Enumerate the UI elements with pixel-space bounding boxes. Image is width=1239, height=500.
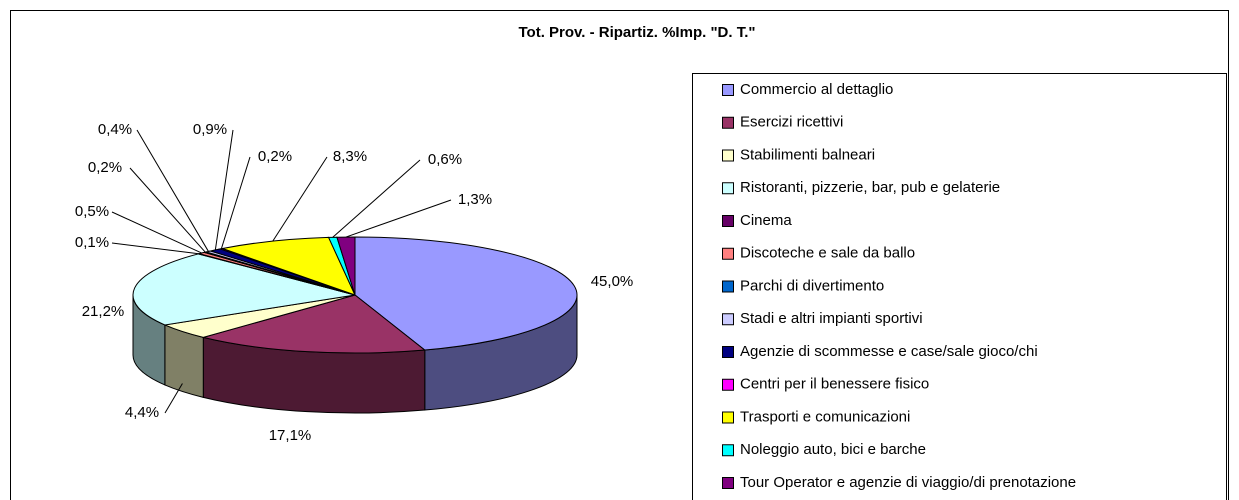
legend-swatch (722, 378, 734, 391)
legend-label: Centri per il benessere fisico (740, 376, 929, 393)
legend-swatch (722, 149, 734, 162)
data-label: 21,2% (82, 303, 125, 320)
legend-label: Commercio al dettaglio (740, 81, 893, 98)
data-label: 8,3% (333, 148, 367, 165)
slice (354, 236, 578, 351)
data-label: 0,2% (88, 159, 122, 176)
legend-swatch (722, 116, 734, 129)
legend-label: Stadi e altri impianti sportivi (740, 310, 923, 327)
legend-label: Agenzie di scommesse e case/sale gioco/c… (740, 343, 1038, 360)
legend-swatch (722, 346, 734, 358)
data-label: 0,1% (75, 234, 109, 251)
legend-label: Trasporti e comunicazioni (740, 408, 910, 425)
legend-swatch (722, 444, 734, 457)
legend-label: Discoteche e sale da ballo (740, 245, 915, 262)
leader-line (220, 156, 251, 249)
leader-line (214, 129, 234, 250)
legend-label: Stabilimenti balneari (740, 146, 875, 163)
slice (220, 236, 356, 296)
data-label: 0,9% (193, 121, 227, 138)
leader-line (111, 211, 202, 254)
leader-line (111, 242, 199, 255)
data-label: 0,5% (75, 203, 109, 220)
legend-swatch (722, 182, 734, 195)
legend-swatch (722, 280, 734, 293)
legend-swatch (722, 313, 734, 326)
slice (336, 236, 356, 296)
slice (201, 294, 427, 354)
slice (132, 253, 356, 326)
legend-swatch (722, 411, 734, 424)
data-label: 0,4% (98, 121, 132, 138)
legend-swatch (722, 477, 734, 489)
chart-title: Tot. Prov. - Ripartiz. %Imp. "D. T." (518, 24, 755, 41)
legend-label: Cinema (740, 212, 792, 229)
legend-swatch (722, 247, 734, 260)
legend-label: Tour Operator e agenzie di viaggio/di pr… (740, 474, 1076, 491)
legend-box (692, 73, 1227, 500)
legend-swatch (722, 84, 734, 96)
leader-line (272, 156, 328, 242)
data-label: 45,0% (591, 273, 634, 290)
leader-line (345, 199, 452, 238)
data-label: 17,1% (269, 427, 312, 444)
leader-line (129, 167, 206, 253)
legend-label: Noleggio auto, bici e barche (740, 441, 926, 458)
leader-line (164, 383, 183, 414)
data-label: 4,4% (125, 404, 159, 421)
legend-swatch (722, 215, 734, 227)
leader-line (136, 129, 209, 252)
legend-label: Esercizi ricettivi (740, 114, 843, 131)
legend-label: Parchi di divertimento (740, 277, 884, 294)
legend-label: Ristoranti, pizzerie, bar, pub e gelater… (740, 179, 1000, 196)
data-label: 0,6% (428, 151, 462, 168)
data-label: 0,2% (258, 148, 292, 165)
leader-line (332, 159, 421, 238)
data-label: 1,3% (458, 191, 492, 208)
